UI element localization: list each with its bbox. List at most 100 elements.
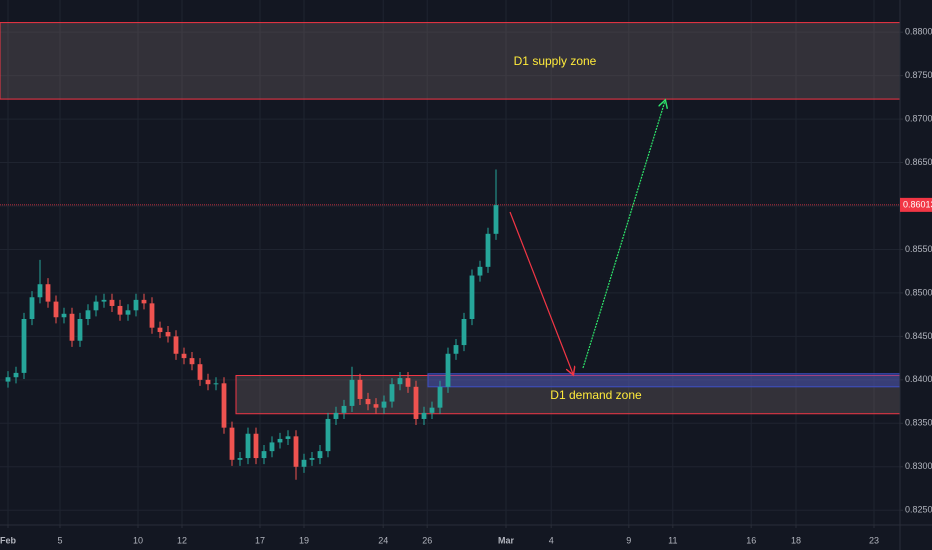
x-tick-label: 12 — [177, 535, 187, 545]
candle-body — [261, 451, 267, 459]
x-tick-label: 24 — [378, 535, 388, 545]
candle-body — [341, 405, 347, 413]
candle-body — [237, 458, 243, 460]
candle-body — [109, 299, 115, 306]
candle-body — [437, 386, 443, 408]
candle-body — [5, 377, 11, 382]
candle-body — [325, 418, 331, 452]
candle-body — [309, 458, 315, 460]
candle-body — [333, 412, 339, 419]
candle-body — [245, 433, 251, 459]
candle-body — [117, 305, 123, 315]
grid-layer — [0, 0, 900, 525]
zone-layer: D1 supply zone D1 demand zone — [0, 22, 901, 415]
x-tick-label: 5 — [57, 535, 62, 545]
candle-body — [429, 407, 435, 413]
candle-body — [45, 284, 51, 302]
candle-body — [389, 384, 395, 402]
candle-body — [149, 303, 155, 328]
candle-body — [165, 332, 171, 337]
x-tick-label: 23 — [869, 535, 879, 545]
x-tick-label: Feb — [0, 535, 16, 545]
candle-body — [285, 436, 291, 439]
candle-body — [69, 313, 75, 341]
candle-body — [485, 233, 491, 267]
candle-body — [37, 284, 43, 298]
candle-body — [253, 433, 259, 459]
candle-body — [469, 275, 475, 319]
candle-body — [141, 299, 147, 304]
candle-body — [405, 378, 411, 387]
candle-body — [365, 398, 371, 405]
zone-label: D1 supply zone — [514, 54, 597, 68]
x-tick-label: 18 — [791, 535, 801, 545]
candle-body — [93, 301, 99, 311]
candle-body — [269, 442, 275, 452]
candle-body — [421, 412, 427, 419]
zone — [235, 374, 901, 415]
candle-body — [21, 318, 27, 373]
candle-body — [77, 318, 83, 341]
candle-body — [277, 438, 283, 443]
candle-body — [453, 345, 459, 354]
candle-body — [445, 353, 451, 387]
candle-body — [213, 383, 219, 385]
x-tick-label: Mar — [498, 535, 515, 545]
candle-body — [373, 404, 379, 408]
x-tick-label: 11 — [668, 535, 677, 545]
projection-arrow-down — [509, 211, 573, 374]
x-tick-label: 19 — [299, 535, 309, 545]
candle-body — [85, 310, 91, 319]
candle-body — [189, 358, 195, 365]
candle-layer — [5, 169, 499, 480]
zone-label: D1 demand zone — [550, 388, 642, 402]
candle-body — [229, 427, 235, 460]
candle-body — [13, 372, 19, 378]
candle-body — [397, 378, 403, 385]
candle-body — [53, 301, 59, 318]
projection-arrow-up — [582, 101, 665, 369]
candle-body — [317, 451, 323, 459]
x-tick-label: 26 — [422, 535, 432, 545]
x-tick-label: 10 — [133, 535, 143, 545]
candle-body — [29, 297, 35, 319]
zone — [0, 22, 901, 100]
x-tick-label: 16 — [746, 535, 756, 545]
candle-body — [157, 327, 163, 333]
candle-body — [197, 364, 203, 380]
candle-body — [293, 436, 299, 467]
candle-body — [493, 205, 499, 234]
candle-body — [357, 379, 363, 399]
x-tick-label: 17 — [255, 535, 265, 545]
candle-body — [133, 299, 139, 311]
candle-body — [125, 310, 131, 315]
x-tick-label: 4 — [549, 535, 554, 545]
y-tick-label: 0.88000 — [905, 27, 932, 37]
candle-body — [221, 383, 227, 428]
candle-body — [173, 336, 179, 354]
candle-body — [181, 353, 187, 359]
candle-body — [205, 379, 211, 385]
candle-body — [461, 318, 467, 346]
last-price-badge — [900, 197, 932, 212]
candle-body — [381, 401, 387, 408]
last-price-label: 0.86013 — [903, 200, 932, 210]
candle-body — [101, 299, 107, 302]
zone — [427, 373, 901, 388]
x-tick-label: 9 — [626, 535, 631, 545]
candle-body — [61, 313, 67, 318]
candle-body — [349, 379, 355, 406]
candle-body — [477, 266, 483, 276]
candle-body — [301, 459, 307, 467]
